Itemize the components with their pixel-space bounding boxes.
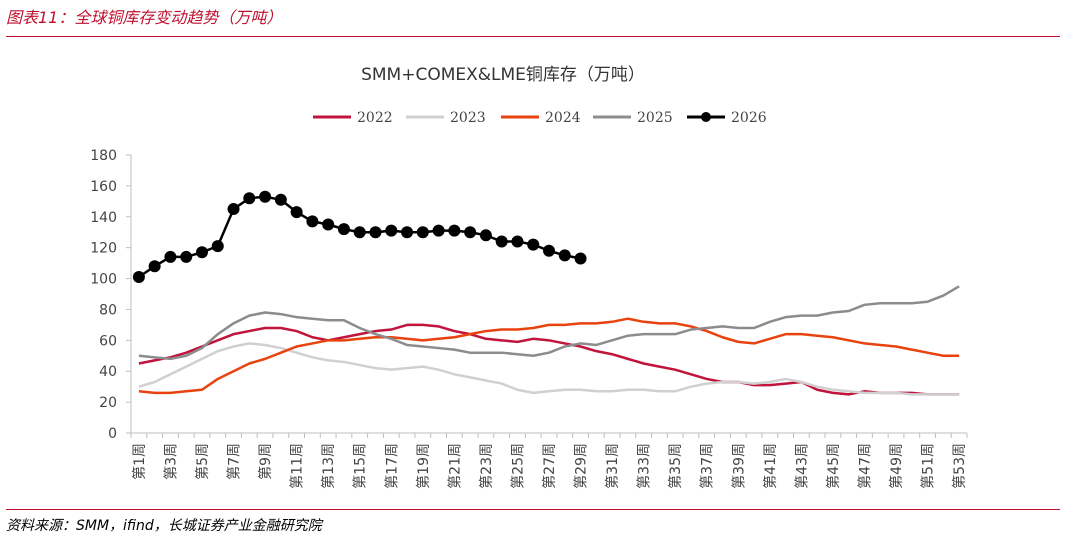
series-point-2026 [195,246,208,259]
chart-legend: 2022 2023 2024 2025 2026 [313,110,767,126]
legend-label-2023: 2023 [450,110,486,126]
x-tick-label: 第35周 [667,443,684,489]
series-point-2026 [243,192,256,205]
legend-label-2025: 2025 [637,110,673,126]
x-tick-label: 第27周 [541,443,558,489]
x-tick-label: 第49周 [888,443,905,489]
x-tick-label: 第25周 [509,443,526,489]
series-point-2026 [574,252,587,265]
legend-marker-2026 [701,112,711,122]
series-point-2026 [322,218,335,231]
series-point-2026 [353,226,366,239]
series-point-2026 [479,229,492,242]
x-tick-label: 第5周 [194,443,211,480]
series-point-2026 [180,250,193,263]
series-point-2026 [337,223,350,236]
x-tick-label: 第17周 [383,443,400,489]
y-tick-label: 180 [90,148,117,164]
x-tick-label: 第33周 [636,443,653,489]
legend-label-2026: 2026 [731,110,767,126]
x-tick-label: 第43周 [793,443,810,489]
source-note: 资料来源：SMM，ifind，长城证券产业金融研究院 [6,518,322,534]
series-point-2026 [511,235,524,248]
series-point-2026 [416,226,429,239]
x-tick-label: 第23周 [478,443,495,489]
series-point-2026 [227,203,240,216]
x-tick-label: 第3周 [162,443,179,480]
y-tick-label: 160 [90,179,117,195]
x-tick-label: 第47周 [856,443,873,489]
series-point-2026 [464,226,477,239]
x-tick-label: 第41周 [762,443,779,489]
x-tick-label: 第11周 [289,443,306,489]
series-point-2026 [543,244,555,257]
x-tick-label: 第13周 [320,443,337,489]
x-tick-label: 第19周 [415,443,432,489]
series-point-2026 [132,271,145,284]
series-point-2026 [369,226,382,239]
y-tick-label: 0 [108,426,117,442]
x-tick-label: 第9周 [257,443,274,480]
legend-label-2024: 2024 [545,110,581,126]
series-point-2026 [274,193,287,206]
series-point-2026 [527,238,540,251]
series-point-2026 [385,224,398,237]
series-point-2026 [558,249,571,262]
series-point-2026 [148,260,161,273]
series-line-2025 [138,285,960,361]
x-tick-label: 第37周 [699,443,716,489]
y-tick-label: 40 [99,364,117,380]
x-tick-label: 第7周 [226,443,243,480]
series-point-2026 [211,240,224,253]
y-tick-label: 80 [99,302,117,318]
y-tick-label: 20 [99,395,117,411]
x-tick-label: 第1周 [131,443,148,480]
series-point-2026 [164,250,177,263]
chart-axes: 020406080100120140160180第1周 第3周 第5周 第7周 第9周第… [90,148,968,489]
top-divider [6,36,1060,37]
figure-title: 图表11：全球铜库存变动趋势（万吨） [6,8,283,27]
series-point-2026 [290,206,303,219]
x-tick-label: 第29周 [573,443,590,489]
legend-label-2022: 2022 [357,110,393,126]
x-tick-label: 第39周 [730,443,747,489]
series-point-2026 [401,226,414,239]
x-tick-label: 第45周 [825,443,842,489]
series-point-2026 [495,235,508,248]
y-tick-label: 60 [99,333,117,349]
x-tick-label: 第31周 [604,443,621,489]
chart-title: SMM+COMEX&LME铜库存（万吨） [361,65,645,85]
series-point-2026 [448,224,461,237]
chart-series [132,190,960,396]
series-line-2024 [138,317,960,395]
series-point-2026 [432,224,445,237]
x-tick-label: 第53周 [951,443,968,489]
x-tick-label: 第51周 [920,443,937,489]
series-point-2026 [259,190,272,203]
y-tick-label: 100 [90,272,117,288]
series-line-2022 [138,323,960,396]
series-line-2023 [138,342,960,396]
y-tick-label: 120 [90,241,117,257]
x-tick-label: 第15周 [352,443,369,489]
series-point-2026 [306,215,319,228]
y-tick-label: 140 [90,210,117,226]
bottom-divider [6,509,1060,510]
x-tick-label: 第21周 [446,443,463,489]
